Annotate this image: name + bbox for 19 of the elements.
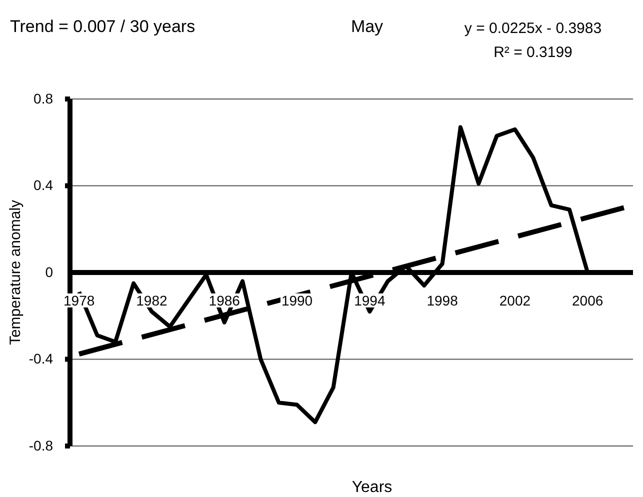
y-tick-label: 0.8 bbox=[34, 90, 54, 106]
x-tick-label: 1986 bbox=[208, 292, 240, 308]
x-tick-label: 1990 bbox=[281, 292, 313, 308]
x-axis-title: Years bbox=[352, 479, 392, 496]
chart-title: May bbox=[350, 17, 384, 36]
text: Trend = 0.007 / 30 years bbox=[10, 17, 196, 36]
text: y = 0.0225x - 0.3983 bbox=[464, 20, 602, 37]
x-tick-label: 1978 bbox=[64, 292, 95, 308]
x-tick-label: 1982 bbox=[136, 292, 168, 308]
y-tick-label: -0.4 bbox=[28, 350, 54, 367]
x-tick-label: 1998 bbox=[426, 292, 458, 308]
y-tick-label: 0 bbox=[45, 264, 54, 280]
y-axis-title: Temperature anomaly bbox=[7, 199, 24, 346]
y-tick-label: 0.4 bbox=[34, 177, 54, 194]
x-tick-label: 2002 bbox=[499, 292, 531, 308]
x-tick-label: 1994 bbox=[354, 292, 386, 308]
y-tick-label: -0.8 bbox=[28, 437, 54, 454]
x-tick-label: 2006 bbox=[572, 292, 604, 308]
text: R² = 0.3199 bbox=[494, 44, 572, 61]
